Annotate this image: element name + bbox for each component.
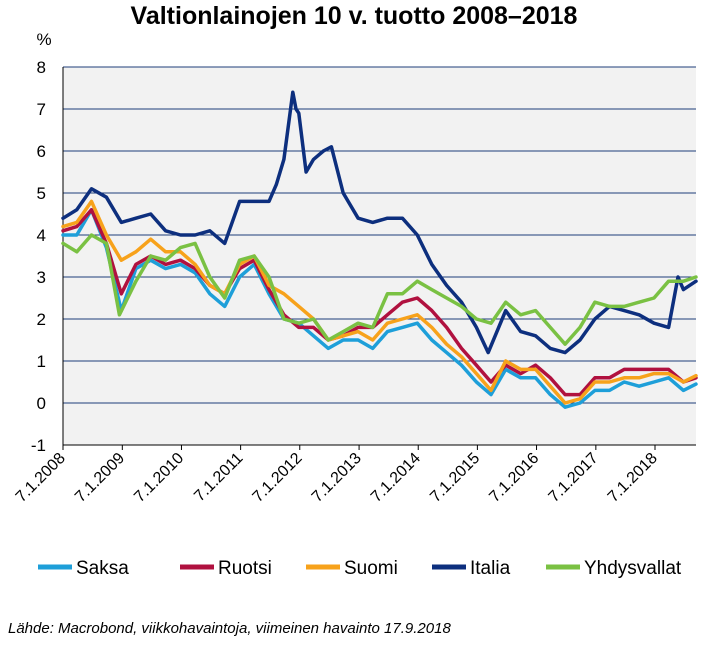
plot-background xyxy=(63,67,696,445)
x-tick-label: 7.1.2009 xyxy=(72,450,128,506)
y-tick-label: 7 xyxy=(37,100,46,119)
y-tick-label: -1 xyxy=(31,436,46,455)
legend-item-italia: Italia xyxy=(432,558,511,579)
legend-label: Yhdysvallat xyxy=(584,558,682,579)
y-tick-label: 6 xyxy=(37,142,46,161)
y-tick-label: 8 xyxy=(37,58,46,77)
series-line-italia xyxy=(61,90,698,355)
x-tick-label: 7.1.2015 xyxy=(427,450,483,506)
legend: Saksa Ruotsi Suomi Italia Yhdysvallat xyxy=(38,558,682,579)
legend-label: Saksa xyxy=(76,558,129,579)
series-line-yhdysvallat xyxy=(61,233,698,346)
chart: Valtionlainojen 10 v. tuotto 2008–2018 %… xyxy=(13,2,698,579)
series-line-saksa xyxy=(61,208,698,409)
x-tick-label: 7.1.2014 xyxy=(368,450,424,506)
x-tick-label: 7.1.2012 xyxy=(250,450,306,506)
series-line-suomi xyxy=(61,199,698,405)
legend-label: Italia xyxy=(470,558,511,579)
x-axis: 7.1.2008 7.1.2009 7.1.2010 7.1.2011 7.1.2012… xyxy=(13,445,661,506)
x-tick-label: 7.1.2016 xyxy=(486,450,542,506)
x-tick-label: 7.1.2018 xyxy=(605,450,661,506)
legend-item-ruotsi: Ruotsi xyxy=(180,558,272,579)
x-tick-label: 7.1.2013 xyxy=(309,450,365,506)
y-axis-unit: % xyxy=(36,30,51,49)
x-tick-label: 7.1.2011 xyxy=(191,450,246,505)
series-lines xyxy=(61,90,698,409)
legend-label: Suomi xyxy=(344,558,398,579)
legend-item-saksa: Saksa xyxy=(38,558,129,579)
y-tick-label: 3 xyxy=(37,268,46,287)
y-tick-label: 5 xyxy=(37,184,46,203)
y-axis: -1 0 1 2 3 4 5 6 7 8 xyxy=(31,58,46,455)
chart-title: Valtionlainojen 10 v. tuotto 2008–2018 xyxy=(131,2,578,30)
x-tick-label: 7.1.2008 xyxy=(13,450,69,506)
legend-label: Ruotsi xyxy=(218,558,272,579)
y-tick-label: 0 xyxy=(37,394,46,413)
legend-item-suomi: Suomi xyxy=(306,558,398,579)
y-tick-label: 4 xyxy=(37,226,46,245)
plot-area xyxy=(62,66,696,446)
source-note: Lähde: Macrobond, viikkohavaintoja, viim… xyxy=(8,620,451,637)
series-line-ruotsi xyxy=(61,208,698,397)
legend-item-yhdysvallat: Yhdysvallat xyxy=(546,558,682,579)
x-tick-label: 7.1.2017 xyxy=(546,450,602,506)
x-tick-label: 7.1.2010 xyxy=(131,450,187,506)
y-tick-label: 1 xyxy=(37,352,46,371)
y-tick-label: 2 xyxy=(37,310,46,329)
